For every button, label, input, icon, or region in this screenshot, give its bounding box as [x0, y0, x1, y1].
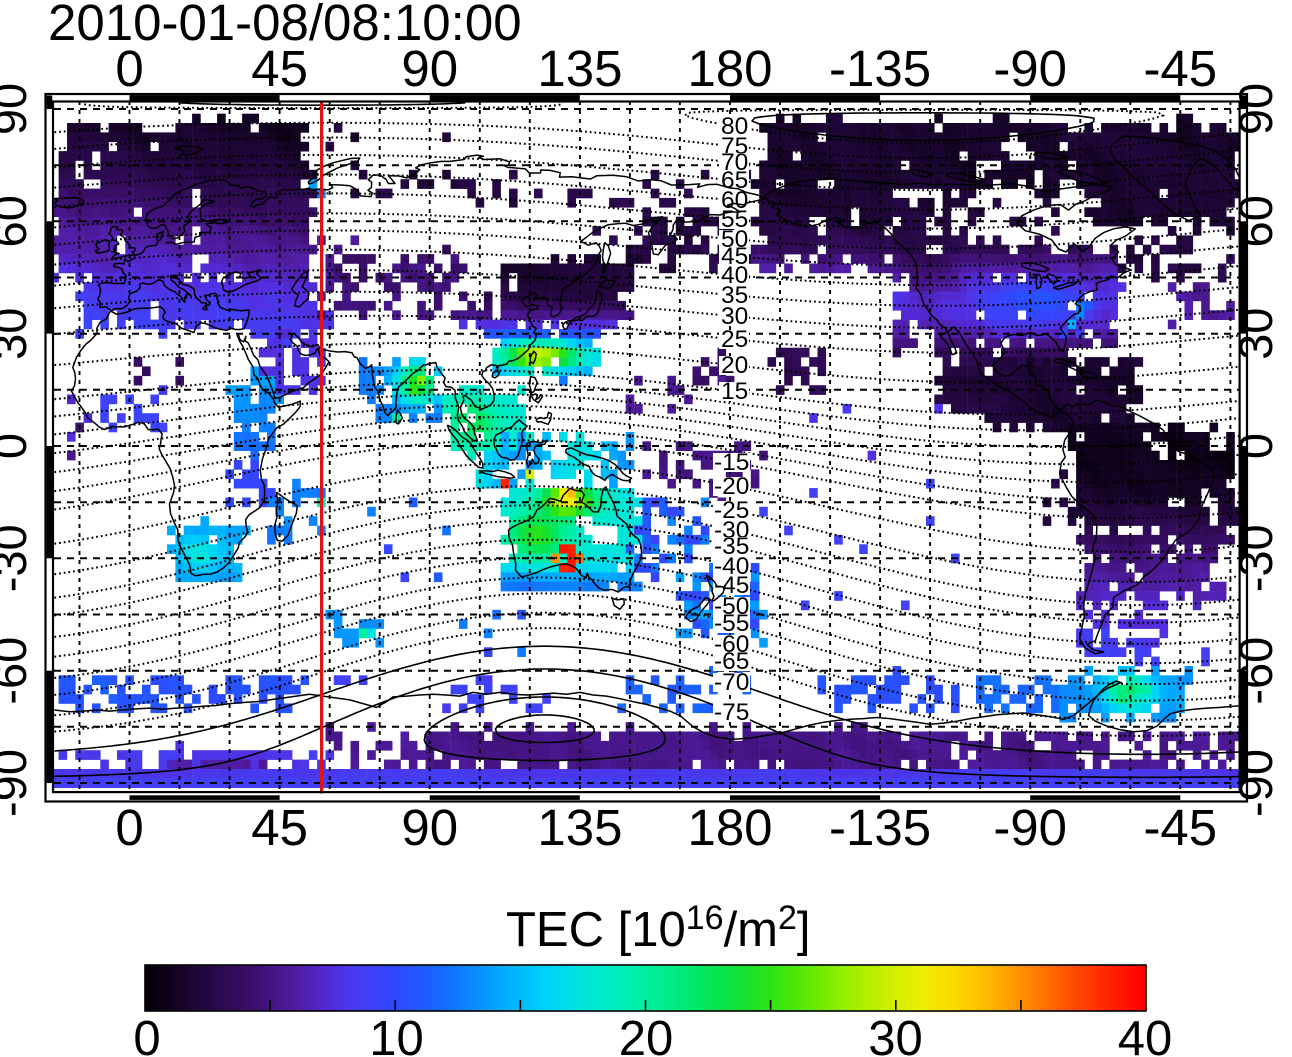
svg-text:2010-01-08/08:10:00: 2010-01-08/08:10:00 [48, 0, 522, 51]
svg-text:180: 180 [687, 799, 772, 856]
svg-text:-90: -90 [993, 40, 1067, 97]
svg-text:60: 60 [0, 195, 36, 247]
svg-text:55: 55 [721, 206, 748, 233]
svg-text:30: 30 [868, 1012, 923, 1057]
svg-text:35: 35 [721, 282, 748, 309]
svg-text:45: 45 [251, 40, 308, 97]
svg-text:65: 65 [721, 167, 748, 194]
svg-text:45: 45 [251, 799, 308, 856]
svg-text:-135: -135 [829, 799, 931, 856]
svg-text:-45: -45 [714, 572, 749, 599]
svg-text:-20: -20 [714, 473, 749, 500]
svg-text:0: 0 [115, 40, 143, 97]
svg-text:0: 0 [133, 1012, 160, 1057]
svg-text:0: 0 [0, 433, 36, 459]
svg-text:90: 90 [0, 83, 36, 135]
svg-text:80: 80 [721, 113, 748, 140]
svg-text:-135: -135 [829, 40, 931, 97]
svg-text:20: 20 [619, 1012, 674, 1057]
svg-text:-90: -90 [993, 799, 1067, 856]
svg-text:45: 45 [721, 243, 748, 270]
svg-text:-90: -90 [1229, 749, 1282, 817]
svg-text:0: 0 [1229, 433, 1282, 459]
svg-text:30: 30 [721, 303, 748, 330]
svg-text:20: 20 [721, 352, 748, 379]
svg-text:-70: -70 [714, 669, 749, 696]
svg-text:10: 10 [369, 1012, 424, 1057]
svg-text:30: 30 [0, 308, 36, 360]
svg-text:-45: -45 [1143, 799, 1217, 856]
svg-text:135: 135 [537, 40, 622, 97]
svg-text:-40: -40 [714, 553, 749, 580]
svg-text:-30: -30 [1229, 524, 1282, 592]
svg-text:-60: -60 [1229, 637, 1282, 705]
svg-text:TEC [1016/m2]: TEC [1016/m2] [506, 899, 811, 957]
svg-text:90: 90 [401, 40, 458, 97]
svg-text:-25: -25 [714, 497, 749, 524]
svg-text:15: 15 [721, 378, 748, 405]
svg-text:40: 40 [1118, 1012, 1173, 1057]
svg-text:40: 40 [721, 262, 748, 289]
svg-text:-45: -45 [1143, 40, 1217, 97]
svg-text:-75: -75 [714, 699, 749, 726]
svg-text:-90: -90 [0, 749, 36, 817]
svg-text:180: 180 [687, 40, 772, 97]
svg-text:-35: -35 [714, 533, 749, 560]
svg-text:-55: -55 [714, 610, 749, 637]
svg-text:-30: -30 [0, 524, 36, 592]
svg-text:90: 90 [1229, 83, 1282, 135]
svg-text:135: 135 [537, 799, 622, 856]
svg-text:-65: -65 [714, 648, 749, 675]
svg-text:30: 30 [1229, 308, 1282, 360]
svg-text:-60: -60 [0, 637, 36, 705]
svg-text:90: 90 [401, 799, 458, 856]
svg-text:-15: -15 [714, 449, 749, 476]
svg-text:0: 0 [115, 799, 143, 856]
svg-text:25: 25 [721, 326, 748, 353]
svg-text:60: 60 [1229, 195, 1282, 247]
